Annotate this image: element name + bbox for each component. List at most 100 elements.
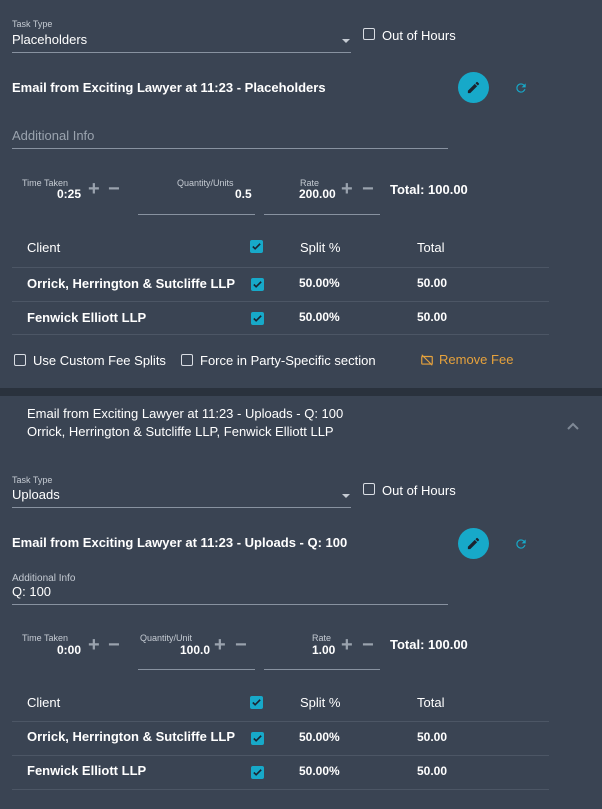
client-checkbox[interactable]: [251, 312, 264, 325]
task-type-value[interactable]: Placeholders: [12, 32, 88, 47]
quantity-plus-button[interactable]: +: [214, 634, 226, 656]
row-divider: [12, 267, 549, 268]
time-minus-button[interactable]: −: [108, 178, 120, 200]
chevron-down-icon[interactable]: [342, 494, 350, 498]
time-taken-label: Time Taken: [22, 633, 69, 643]
row-divider: [12, 755, 549, 756]
check-icon: [253, 735, 262, 742]
split-column-header: Split %: [300, 695, 341, 710]
out-of-hours-label: Out of Hours: [382, 28, 456, 43]
row-total: 50.00: [417, 764, 448, 778]
rate-value[interactable]: 200.00: [299, 187, 336, 201]
force-party-label: Force in Party-Specific section: [200, 353, 376, 368]
fee-header-clients: Orrick, Herrington & Sutcliffe LLP, Fenw…: [27, 424, 334, 439]
row-divider: [12, 721, 549, 722]
row-total: 50.00: [417, 276, 448, 290]
client-name: Orrick, Herrington & Sutcliffe LLP: [27, 276, 236, 291]
time-plus-button[interactable]: +: [88, 634, 100, 656]
rate-minus-button[interactable]: −: [362, 178, 374, 200]
select-all-checkbox[interactable]: [250, 696, 263, 709]
fee-total: Total: 100.00: [390, 637, 468, 652]
fee-panel-1: Task Type Placeholders Out of Hours Emai…: [0, 0, 602, 388]
total-column-header: Total: [417, 240, 445, 255]
rate-underline: [264, 214, 380, 215]
check-icon: [253, 281, 262, 288]
refresh-button[interactable]: [514, 81, 528, 95]
task-type-underline: [12, 52, 351, 53]
out-of-hours-checkbox[interactable]: [363, 483, 375, 495]
quantity-label: Quantity/Unit: [140, 633, 193, 643]
rate-minus-button[interactable]: −: [362, 634, 374, 656]
task-type-label: Task Type: [12, 475, 53, 485]
row-total: 50.00: [417, 730, 448, 744]
refresh-button[interactable]: [514, 537, 528, 551]
client-checkbox[interactable]: [251, 766, 264, 779]
row-total: 50.00: [417, 310, 448, 324]
total-column-header: Total: [417, 695, 445, 710]
out-of-hours-checkbox[interactable]: [363, 28, 375, 40]
rate-plus-button[interactable]: +: [341, 178, 353, 200]
client-column-header: Client: [27, 695, 61, 710]
task-type-underline: [12, 507, 351, 508]
rate-label: Rate: [312, 633, 332, 643]
pencil-icon: [467, 537, 480, 550]
rate-underline: [264, 669, 380, 670]
split-percent[interactable]: 50.00%: [299, 764, 340, 778]
panel-separator: [0, 388, 602, 396]
rate-plus-button[interactable]: +: [341, 634, 353, 656]
client-name: Fenwick Elliott LLP: [27, 310, 147, 325]
check-icon: [252, 243, 261, 250]
quantity-underline: [138, 214, 255, 215]
remove-fee-label: Remove Fee: [439, 352, 514, 367]
split-percent[interactable]: 50.00%: [299, 730, 340, 744]
edit-button[interactable]: [458, 72, 489, 103]
check-icon: [253, 315, 262, 322]
time-taken-value[interactable]: 0:00: [57, 643, 82, 657]
custom-fee-splits-label: Use Custom Fee Splits: [33, 353, 166, 368]
collapse-button[interactable]: [566, 418, 580, 436]
quantity-underline: [138, 669, 255, 670]
rate-label: Rate: [300, 178, 320, 188]
edit-button[interactable]: [458, 528, 489, 559]
check-icon: [252, 699, 261, 706]
time-minus-button[interactable]: −: [108, 634, 120, 656]
rate-value[interactable]: 1.00: [312, 643, 336, 657]
time-taken-label: Time Taken: [22, 178, 69, 188]
time-plus-button[interactable]: +: [88, 178, 100, 200]
pencil-icon: [467, 81, 480, 94]
task-type-label: Task Type: [12, 19, 53, 29]
split-percent[interactable]: 50.00%: [299, 310, 340, 324]
client-name: Orrick, Herrington & Sutcliffe LLP: [27, 729, 236, 744]
select-all-checkbox[interactable]: [250, 240, 263, 253]
task-type-value[interactable]: Uploads: [12, 487, 60, 502]
additional-info-input[interactable]: Q: 100: [12, 584, 52, 599]
client-name: Fenwick Elliott LLP: [27, 763, 147, 778]
client-checkbox[interactable]: [251, 732, 264, 745]
quantity-minus-button[interactable]: −: [235, 634, 247, 656]
time-taken-value[interactable]: 0:25: [57, 187, 82, 201]
remove-fee-icon: [421, 354, 433, 366]
split-column-header: Split %: [300, 240, 341, 255]
force-party-checkbox[interactable]: [181, 354, 193, 366]
row-divider: [12, 334, 549, 335]
row-divider: [12, 789, 549, 790]
client-column-header: Client: [27, 240, 61, 255]
out-of-hours-label: Out of Hours: [382, 483, 456, 498]
additional-info-input[interactable]: Additional Info: [12, 128, 95, 143]
additional-info-label: Additional Info: [12, 573, 76, 584]
client-checkbox[interactable]: [251, 278, 264, 291]
additional-info-underline: [12, 148, 448, 149]
refresh-icon: [516, 539, 526, 549]
chevron-up-icon: [567, 422, 579, 430]
fee-panel-2: Email from Exciting Lawyer at 11:23 - Up…: [0, 396, 602, 809]
split-percent[interactable]: 50.00%: [299, 276, 340, 290]
chevron-down-icon[interactable]: [342, 39, 350, 43]
refresh-icon: [516, 83, 526, 93]
custom-fee-splits-checkbox[interactable]: [14, 354, 26, 366]
fee-header-title[interactable]: Email from Exciting Lawyer at 11:23 - Up…: [27, 406, 344, 421]
quantity-value[interactable]: 100.0: [180, 643, 211, 657]
quantity-label: Quantity/Units: [177, 178, 234, 188]
fee-description: Email from Exciting Lawyer at 11:23 - Up…: [12, 535, 348, 550]
quantity-value[interactable]: 0.5: [235, 187, 252, 201]
check-icon: [253, 769, 262, 776]
